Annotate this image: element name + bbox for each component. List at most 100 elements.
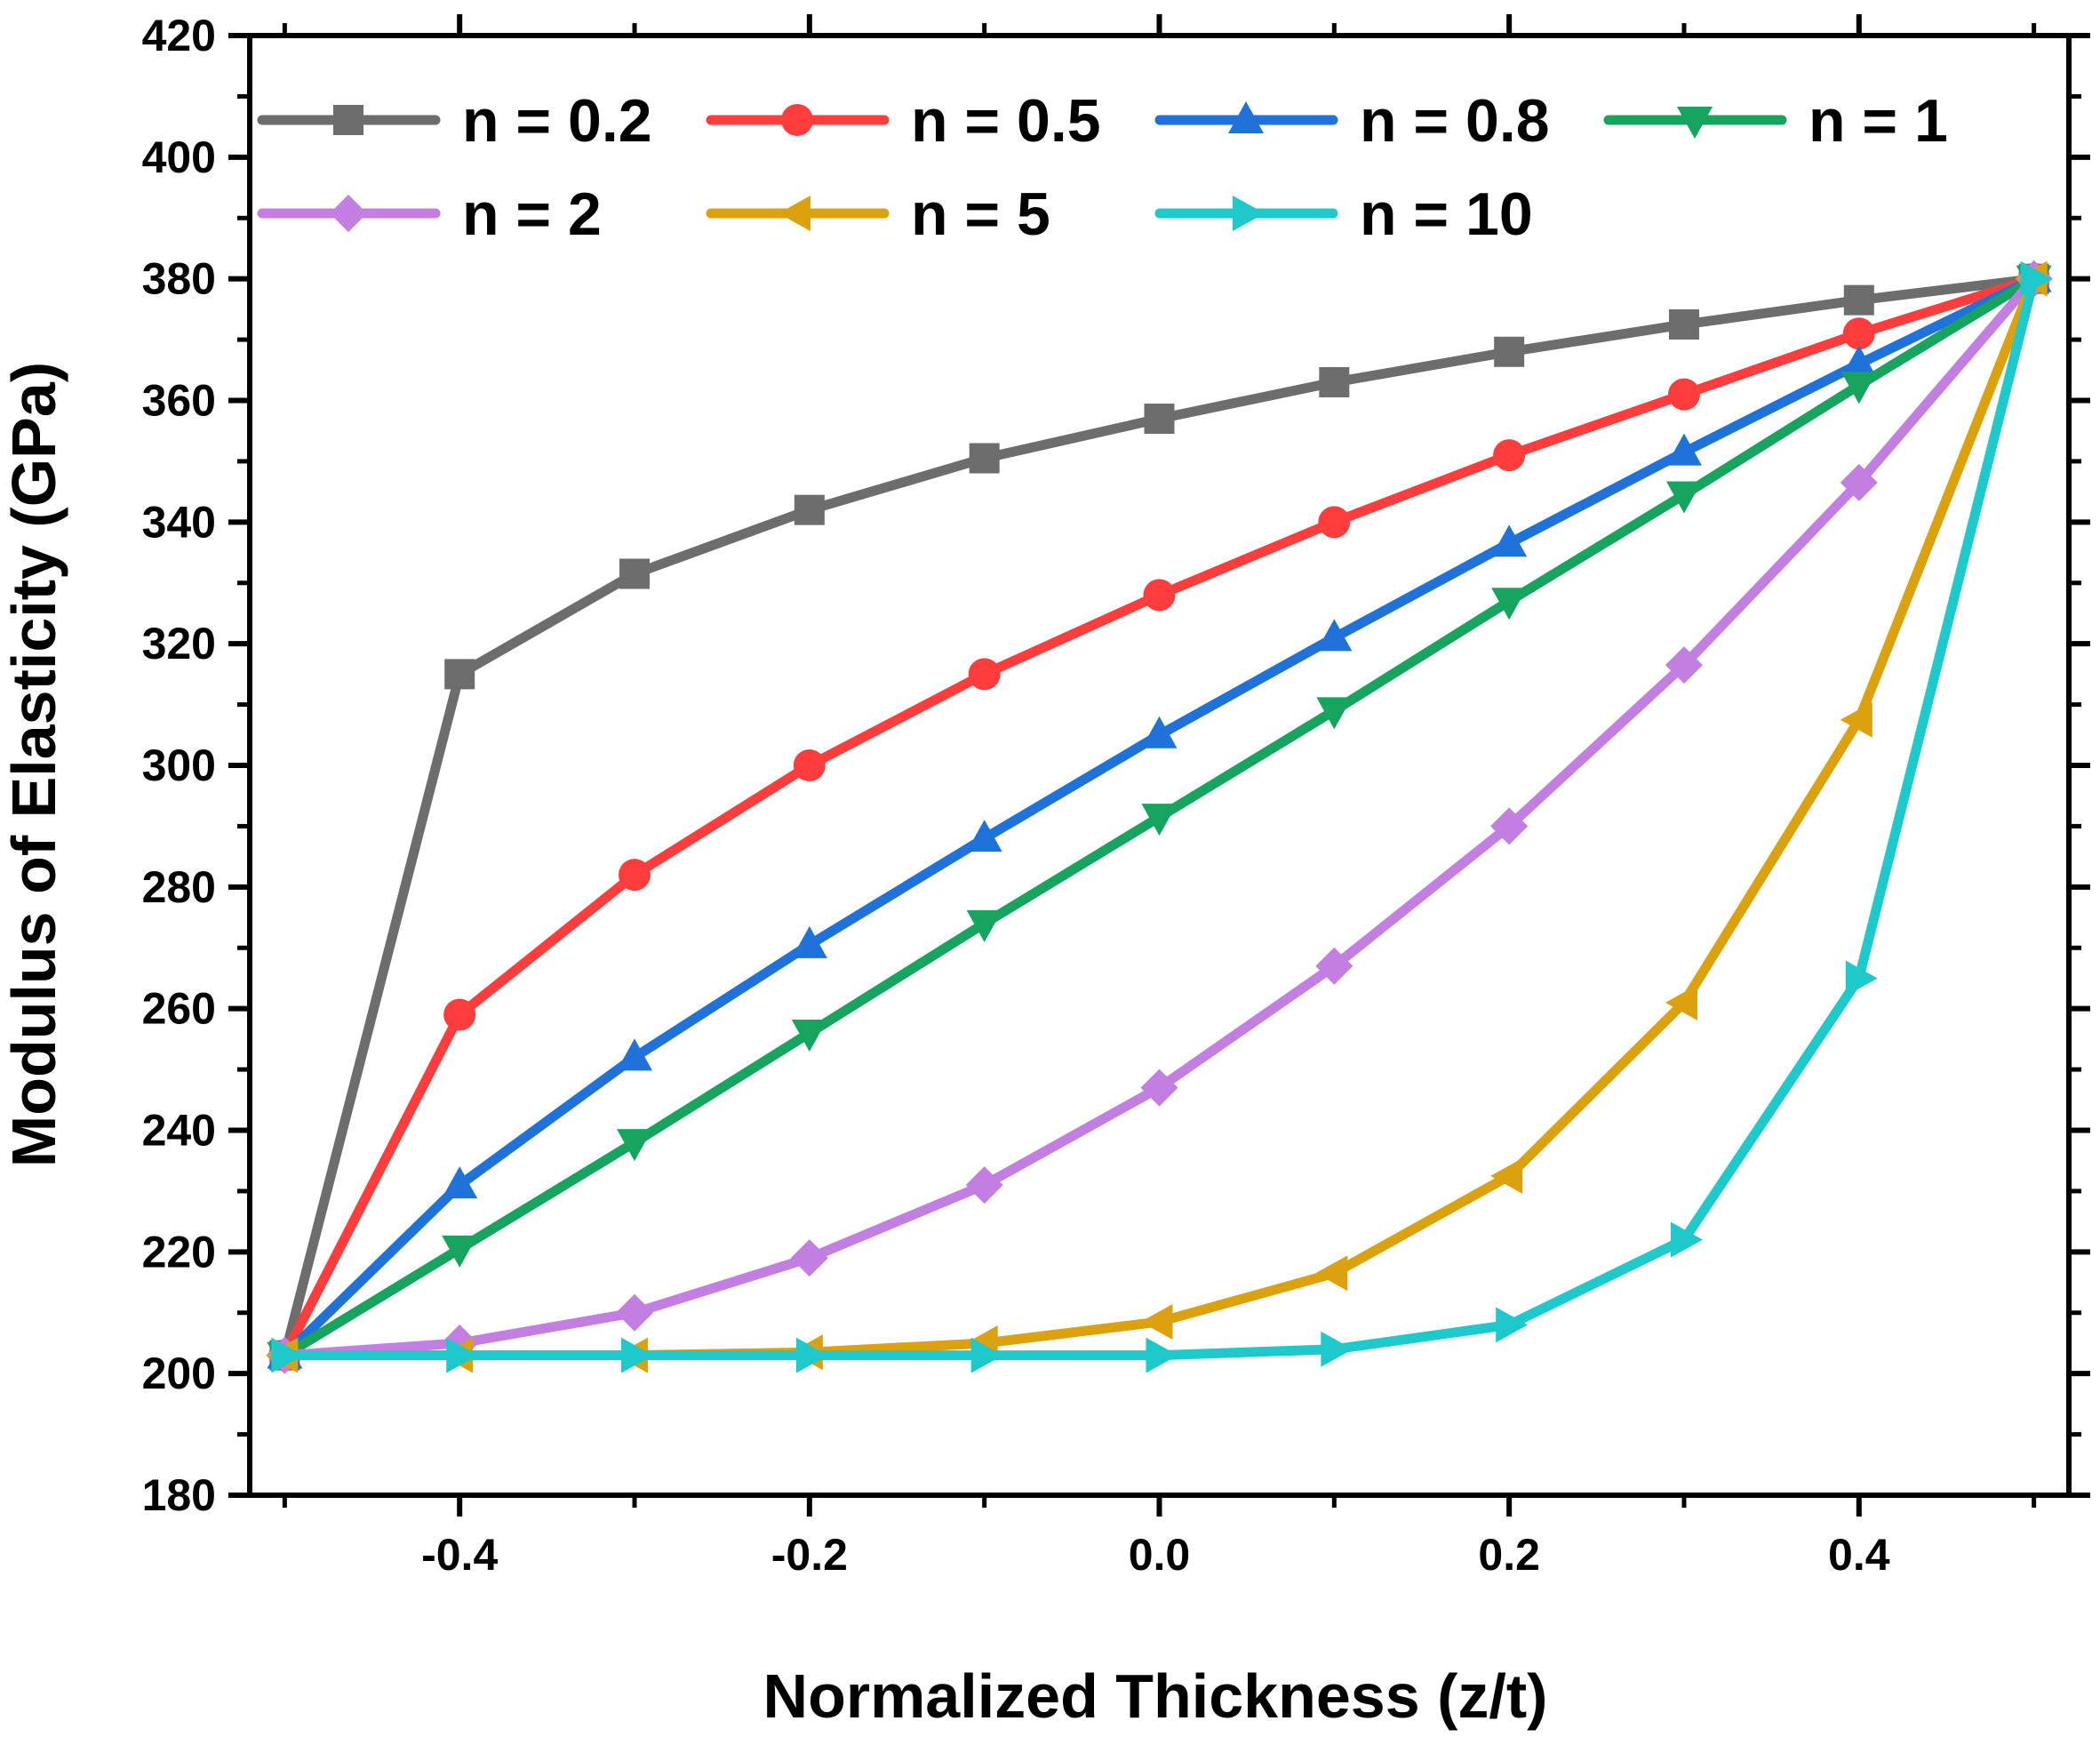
series-group bbox=[266, 260, 2053, 1374]
data-point bbox=[968, 658, 1001, 691]
data-point bbox=[1840, 372, 1877, 404]
data-point bbox=[1140, 1069, 1178, 1107]
x-tick-label: 0.4 bbox=[1828, 1530, 1890, 1580]
data-point bbox=[271, 1337, 304, 1373]
data-point bbox=[791, 1020, 827, 1053]
legend-marker bbox=[1677, 107, 1713, 139]
legend-item: n = 5 bbox=[706, 180, 1050, 248]
legend-item: n = 2 bbox=[257, 180, 602, 248]
data-point bbox=[1491, 588, 1528, 620]
data-point bbox=[1315, 1255, 1348, 1292]
data-point bbox=[1665, 433, 1702, 466]
y-tick-label: 360 bbox=[142, 376, 216, 426]
data-point bbox=[1318, 506, 1351, 539]
legend-label: n = 0.8 bbox=[1360, 87, 1550, 155]
series-0 bbox=[269, 263, 2049, 1371]
legend-marker bbox=[781, 104, 813, 136]
data-point bbox=[1315, 947, 1353, 985]
y-tick-label: 400 bbox=[142, 132, 216, 182]
legend-item: n = 0.5 bbox=[706, 87, 1101, 155]
data-point bbox=[1665, 984, 1697, 1021]
data-point bbox=[1667, 378, 1700, 411]
legend-label: n = 0.5 bbox=[911, 87, 1101, 155]
data-point bbox=[1843, 284, 1874, 316]
y-tick-label: 380 bbox=[142, 254, 216, 304]
y-tick-label: 280 bbox=[142, 862, 216, 912]
data-point bbox=[1140, 1304, 1173, 1341]
data-point bbox=[795, 1337, 828, 1373]
legend-marker bbox=[1228, 101, 1264, 133]
data-point bbox=[617, 1129, 653, 1162]
data-point bbox=[442, 1166, 478, 1199]
legend-item: n = 0.8 bbox=[1154, 87, 1550, 155]
y-tick-label: 180 bbox=[142, 1470, 216, 1520]
data-point bbox=[966, 909, 1002, 942]
data-point bbox=[1141, 716, 1178, 748]
data-point bbox=[2020, 260, 2053, 297]
data-point bbox=[617, 1038, 653, 1071]
data-point bbox=[791, 925, 827, 958]
data-point bbox=[1321, 1331, 1353, 1367]
data-point bbox=[1840, 345, 1877, 378]
data-point bbox=[1316, 697, 1353, 730]
legend-label: n = 1 bbox=[1809, 87, 1948, 155]
legend-marker bbox=[330, 195, 367, 232]
data-point bbox=[965, 1166, 1003, 1205]
data-point bbox=[1494, 336, 1525, 367]
data-point bbox=[793, 749, 826, 781]
data-point bbox=[794, 494, 825, 525]
data-point bbox=[1491, 524, 1528, 557]
legend-label: n = 5 bbox=[911, 180, 1050, 248]
data-point bbox=[966, 820, 1002, 852]
data-point bbox=[1840, 463, 1878, 501]
data-point bbox=[619, 859, 651, 892]
y-tick-label: 320 bbox=[142, 619, 216, 668]
data-point bbox=[616, 1293, 654, 1332]
plot-frame bbox=[247, 33, 2072, 1498]
data-point bbox=[1842, 317, 1875, 350]
y-tick-label: 420 bbox=[142, 11, 216, 60]
y-tick-label: 220 bbox=[142, 1227, 216, 1277]
data-point bbox=[619, 558, 651, 589]
legend-item: n = 0.2 bbox=[257, 87, 652, 155]
data-point bbox=[1496, 1307, 1529, 1343]
data-point bbox=[970, 1337, 1003, 1373]
data-point bbox=[1840, 701, 1872, 738]
data-point bbox=[1493, 439, 1526, 472]
legend-label: n = 0.2 bbox=[462, 87, 652, 155]
data-point bbox=[1665, 481, 1702, 514]
legend-marker bbox=[333, 105, 363, 135]
data-point bbox=[1319, 366, 1350, 397]
y-axis-title: Modulus of Elasticity (GPa) bbox=[0, 362, 68, 1167]
data-point bbox=[1141, 804, 1178, 836]
x-tick-label: -0.4 bbox=[421, 1530, 498, 1580]
series-6 bbox=[271, 260, 2053, 1373]
legend-item: n = 1 bbox=[1603, 87, 1948, 155]
axes-group: -0.4 -0.2 0.0 0.2 0.4 180 200 220 240 260 280 300 32… bbox=[142, 11, 2090, 1580]
x-tick-label: 0.0 bbox=[1129, 1530, 1191, 1580]
data-point bbox=[1668, 308, 1699, 340]
data-point bbox=[1146, 1337, 1178, 1373]
data-point bbox=[1490, 1157, 1523, 1194]
legend-item: n = 10 bbox=[1154, 180, 1533, 248]
data-point bbox=[1665, 646, 1703, 684]
data-point bbox=[1143, 579, 1176, 612]
series-4 bbox=[266, 260, 2053, 1374]
x-axis-title: Normalized Thickness (z/t) bbox=[763, 1661, 1548, 1731]
data-point bbox=[446, 1337, 479, 1373]
data-point bbox=[790, 1239, 828, 1277]
y-tick-label: 200 bbox=[142, 1349, 216, 1398]
data-point bbox=[443, 998, 476, 1031]
legend-label: n = 10 bbox=[1360, 180, 1533, 248]
y-tick-label: 240 bbox=[142, 1106, 216, 1156]
x-tick-label: 0.2 bbox=[1478, 1530, 1540, 1580]
y-tick-label: 300 bbox=[142, 740, 216, 790]
data-point bbox=[621, 1337, 654, 1373]
data-point bbox=[1845, 960, 1878, 997]
legend-group: n = 0.2 n = 0.5 n = 0.8 n = 1 n = 2 n = 5 n = … bbox=[257, 87, 1948, 248]
data-point bbox=[969, 443, 1000, 474]
data-point bbox=[442, 1235, 478, 1268]
legend-label: n = 2 bbox=[462, 180, 602, 248]
